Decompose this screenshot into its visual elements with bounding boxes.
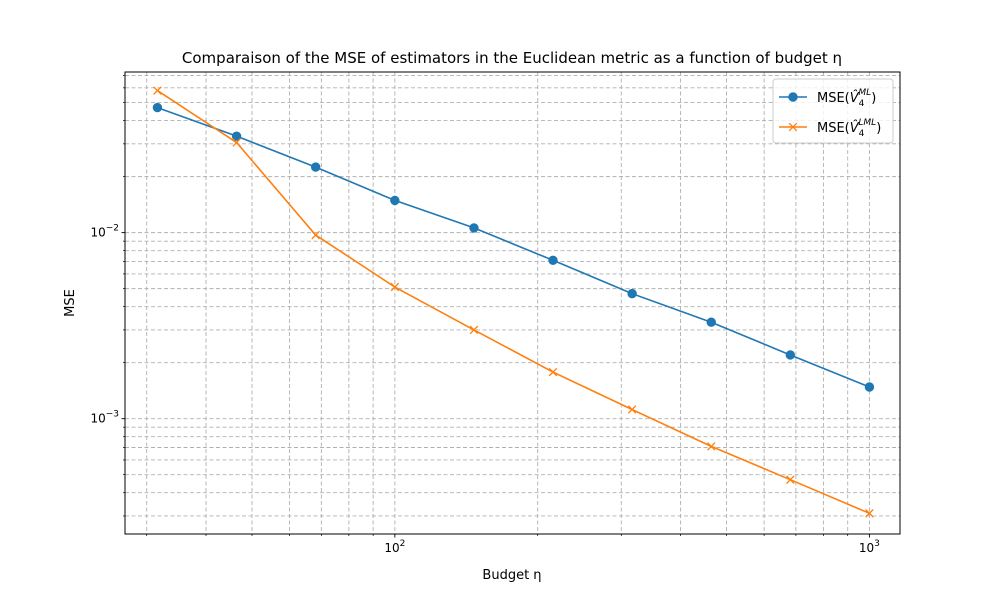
data-point-2 — [153, 86, 162, 95]
data-point-1 — [231, 131, 242, 141]
data-point-2 — [390, 282, 400, 292]
data-point-2 — [311, 230, 320, 240]
data-point-2 — [706, 442, 716, 451]
x-axis-label: Budget η — [482, 568, 541, 583]
y-axis-label: MSE — [63, 289, 78, 317]
series-layer — [152, 86, 875, 518]
data-point-1 — [706, 317, 716, 327]
data-point-1 — [469, 223, 479, 233]
data-point-2 — [548, 367, 558, 377]
y-tick-label: 10−3 — [90, 410, 119, 426]
legend: MSE(V̂4ML) MSE(V̂4LML) — [772, 78, 894, 144]
legend-marker-2 — [788, 122, 798, 132]
axis-ticks: 102 103 10−2 10−3 — [90, 75, 880, 555]
legend-label-1: MSE(V̂4ML) — [817, 88, 876, 109]
data-point-1 — [548, 255, 558, 266]
data-point-2 — [865, 509, 874, 518]
data-point-1 — [627, 288, 637, 299]
data-point-1 — [864, 382, 875, 392]
series-line-2 — [156, 89, 870, 515]
data-point-1 — [152, 102, 163, 113]
data-point-2 — [469, 325, 479, 335]
y-tick-label: 10−2 — [90, 224, 119, 240]
data-point-2 — [627, 405, 637, 414]
x-tick-label: 103 — [859, 539, 880, 555]
plot-frame — [124, 71, 901, 535]
legend-marker-1 — [788, 92, 798, 102]
data-point-2 — [786, 475, 795, 484]
series-line-1 — [157, 106, 870, 388]
x-tick-label: 102 — [384, 539, 405, 555]
data-point-1 — [785, 350, 796, 360]
grid — [125, 72, 900, 534]
data-point-1 — [310, 162, 321, 172]
data-point-1 — [390, 195, 400, 206]
chart-title: Comparaison of the MSE of estimators in … — [182, 49, 842, 67]
legend-label-2: MSE(V̂4LML) — [817, 118, 881, 139]
data-point-2 — [232, 138, 241, 147]
